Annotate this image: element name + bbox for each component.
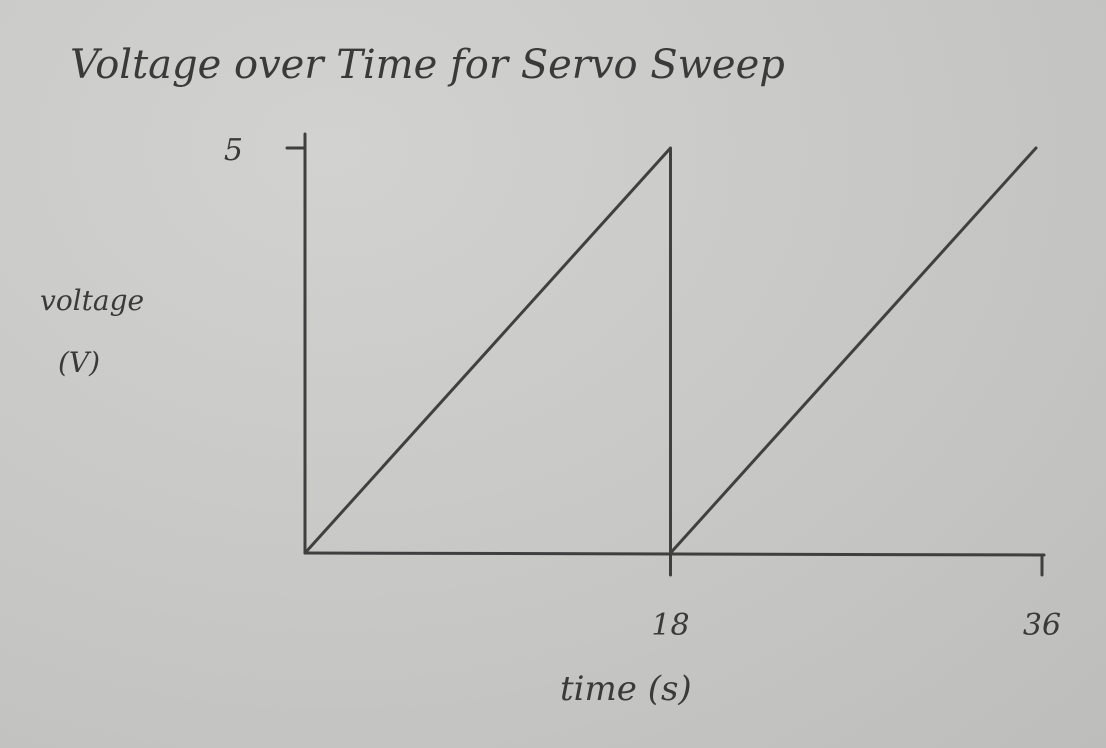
chart-title: Voltage over Time for Servo Sweep: [70, 42, 785, 88]
x-tick-label-0: 18: [651, 608, 689, 643]
y-axis-label-line-2: (V): [58, 346, 100, 379]
y-axis-label-line-1: voltage: [40, 284, 144, 317]
x-tick-label-1: 36: [1023, 608, 1061, 643]
series-line-0: [303, 146, 1038, 555]
x-axis-line: [303, 551, 1046, 557]
y-tick-label-0: 5: [224, 133, 243, 168]
x-axis-label: time (s): [560, 669, 692, 709]
